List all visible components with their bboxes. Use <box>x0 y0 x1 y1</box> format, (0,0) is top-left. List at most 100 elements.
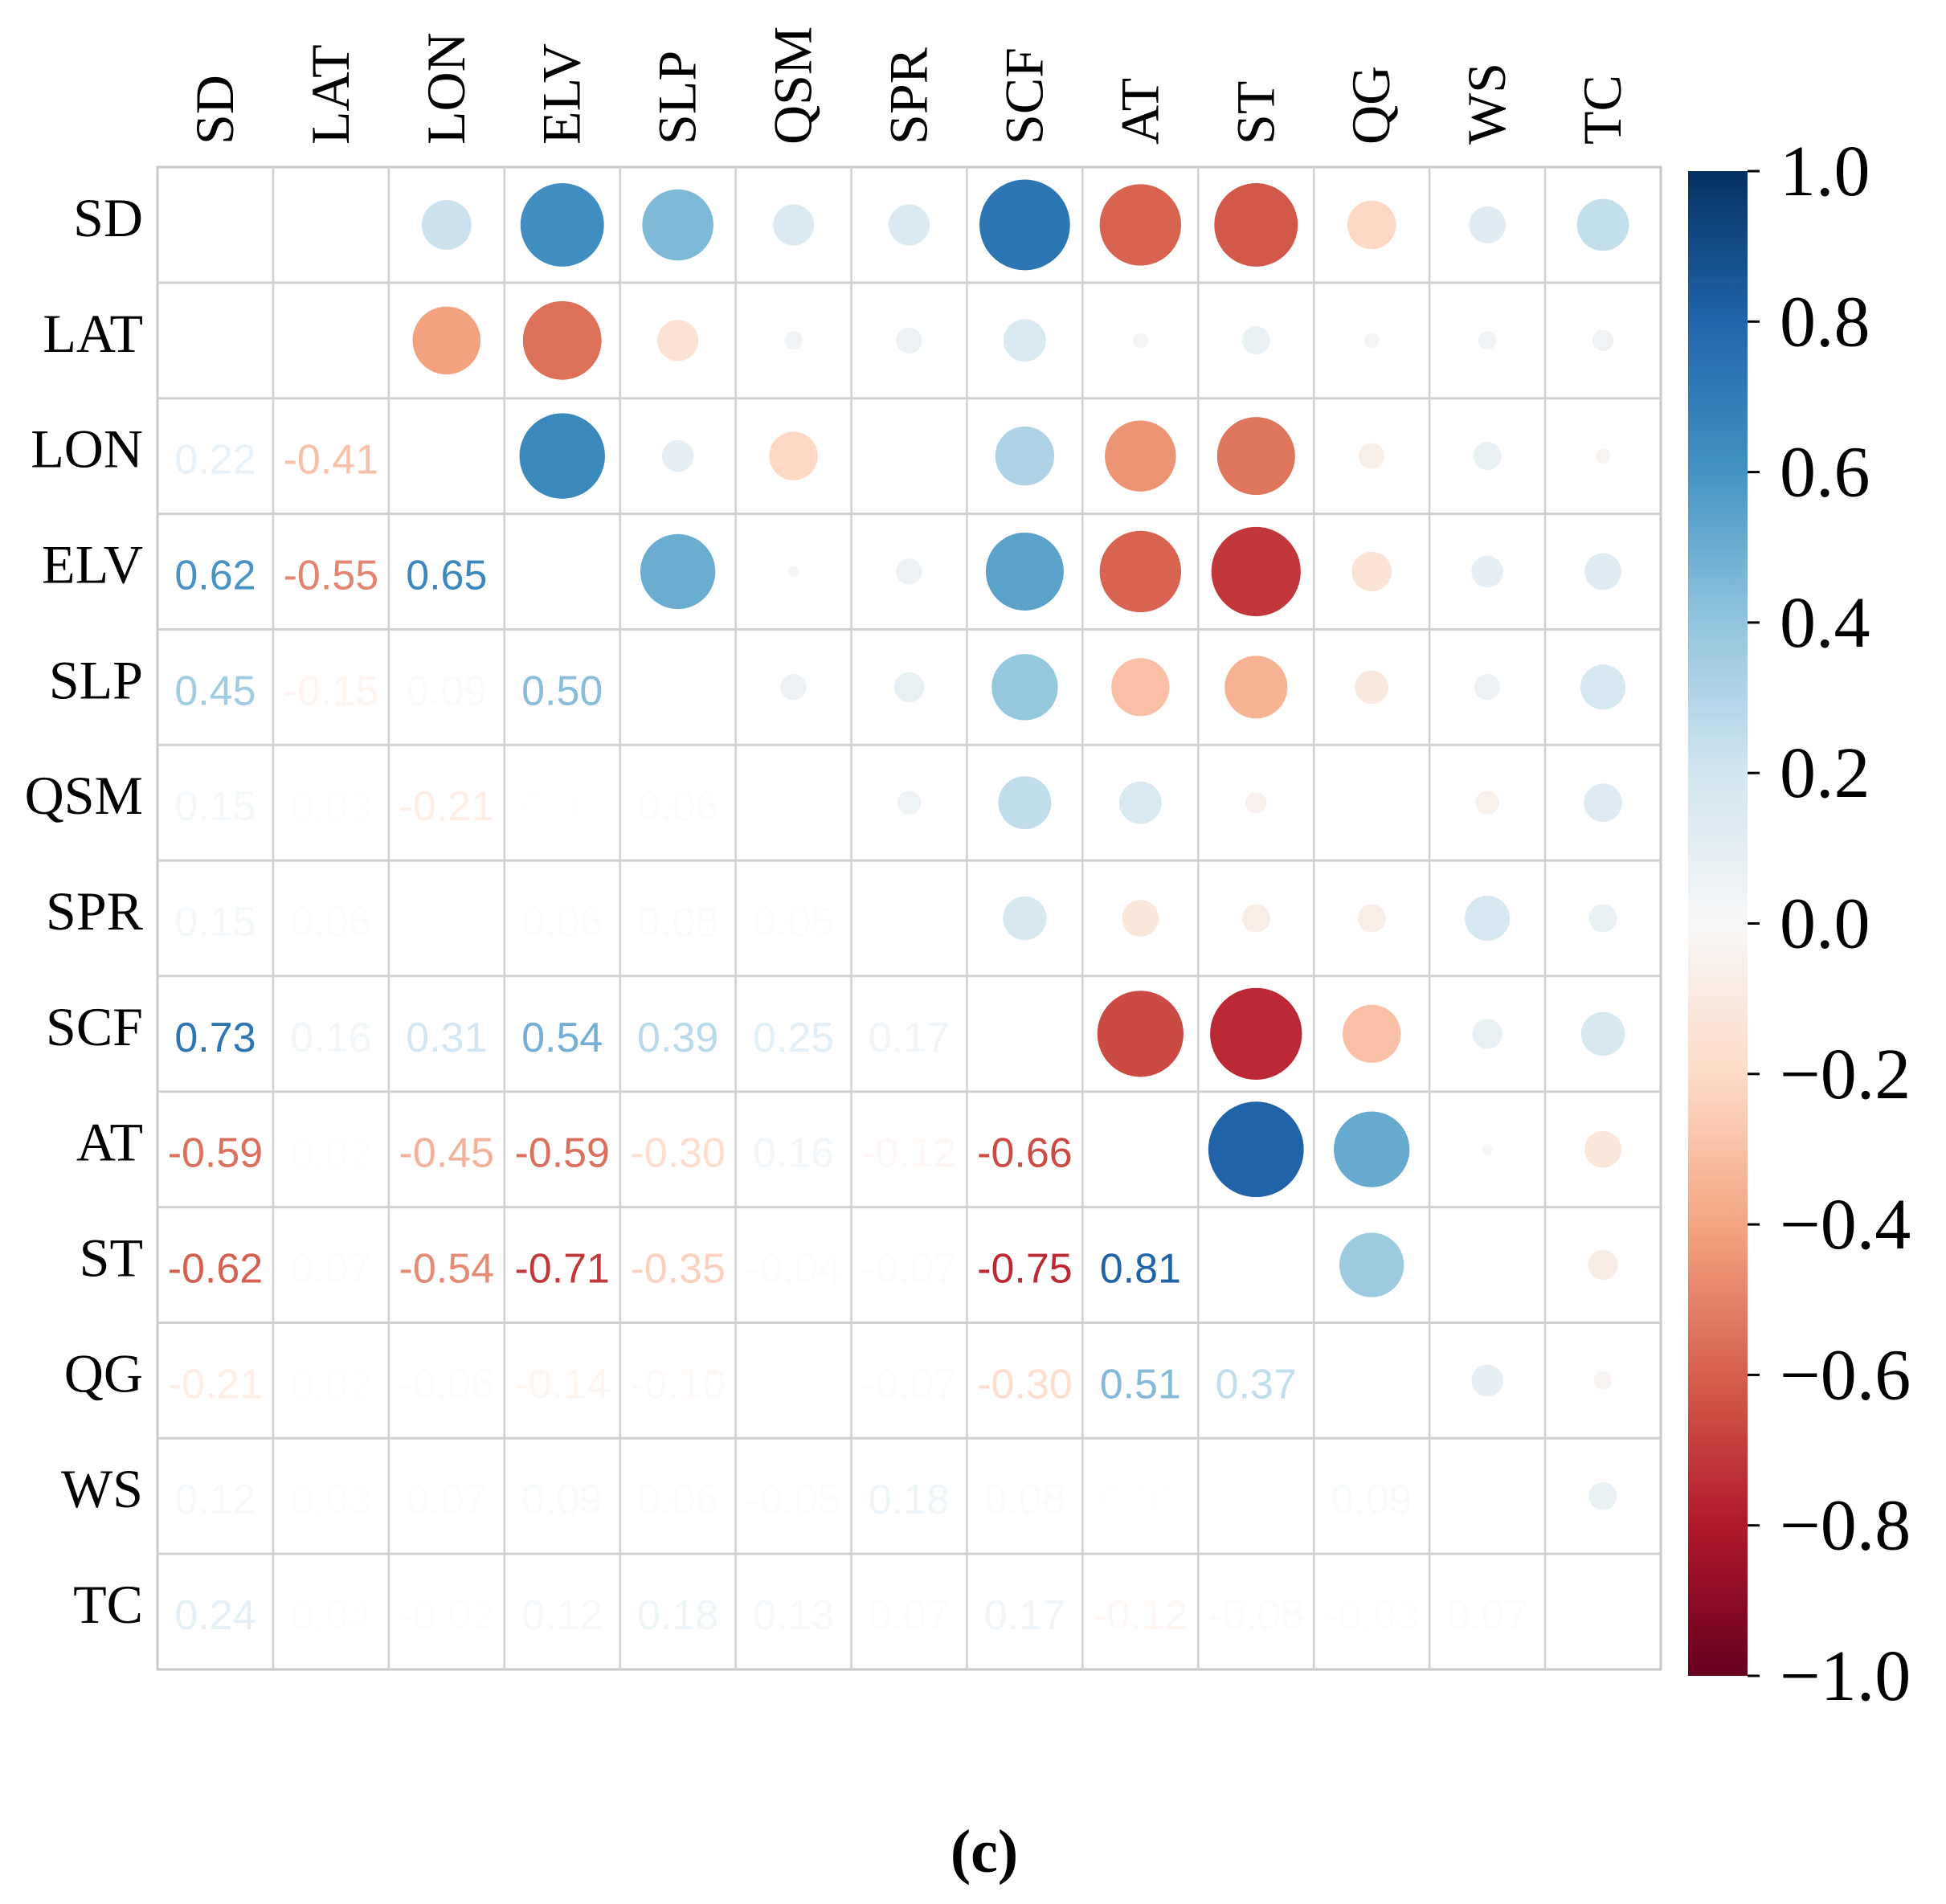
correlation-value-ELV-LAT: -0.55 <box>284 552 379 599</box>
correlation-circle-SD-SPR <box>888 204 930 246</box>
correlation-circle-ELV-QG <box>1351 551 1392 592</box>
correlation-value-AT-SD: -0.59 <box>168 1130 264 1177</box>
correlation-value-TC-LON: -0.02 <box>399 1592 495 1639</box>
correlation-value-AT-LON: -0.45 <box>399 1130 495 1177</box>
correlation-circle-ELV-QSM <box>787 566 799 578</box>
correlation-circle-SCF-QG <box>1343 1004 1401 1063</box>
correlation-value-QG-ELV: -0.14 <box>514 1361 610 1408</box>
correlation-value-ST-LAT: 0.07 <box>290 1246 371 1293</box>
row-label-SCF: SCF <box>46 996 143 1057</box>
correlation-circle-AT-QG <box>1334 1111 1410 1187</box>
correlation-value-WS-SD: 0.12 <box>174 1477 256 1523</box>
colorbar-tick-label: −0.4 <box>1780 1185 1911 1265</box>
correlation-circle-SLP-ST <box>1224 656 1288 719</box>
correlation-value-SPR-SLP: 0.08 <box>637 899 718 946</box>
correlation-value-AT-LAT: 0.02 <box>290 1130 371 1177</box>
colorbar-tick-label: 0.6 <box>1780 433 1870 513</box>
correlation-circle-SLP-AT <box>1111 658 1170 717</box>
correlation-value-SPR-QSM: 0.05 <box>753 899 834 946</box>
correlation-value-QG-AT: 0.51 <box>1100 1361 1181 1408</box>
row-label-SLP: SLP <box>49 649 143 710</box>
row-label-WS: WS <box>61 1458 143 1519</box>
correlation-value-WS-SCF: 0.08 <box>984 1477 1065 1523</box>
correlation-circle-SPR-TC <box>1588 904 1617 933</box>
correlation-circle-LAT-SCF <box>1004 319 1046 362</box>
row-label-SPR: SPR <box>46 880 144 942</box>
column-label-ELV: ELV <box>531 43 592 145</box>
colorbar-tick-label: −0.8 <box>1780 1486 1911 1566</box>
correlation-value-WS-ELV: 0.09 <box>521 1477 603 1523</box>
correlation-circle-AT-TC <box>1584 1130 1621 1168</box>
correlation-value-TC-SCF: 0.17 <box>984 1592 1065 1639</box>
correlation-value-WS-AT: 0.01 <box>1100 1477 1181 1523</box>
correlation-circle-QG-WS <box>1471 1364 1503 1397</box>
correlation-circle-SD-ELV <box>520 182 604 267</box>
correlation-circle-LON-SLP <box>661 439 694 472</box>
correlation-circle-SD-LON <box>421 199 472 250</box>
row-label-TC: TC <box>73 1574 143 1635</box>
correlation-circle-SD-ST <box>1214 182 1298 267</box>
correlation-circle-QSM-AT <box>1118 781 1162 824</box>
correlation-circle-SD-TC <box>1576 198 1629 251</box>
colorbar <box>1688 171 1748 1676</box>
correlation-value-QG-SLP: -0.10 <box>630 1361 726 1408</box>
correlation-circle-LON-SCF <box>995 426 1055 486</box>
correlation-value-QSM-ELV: 0.01 <box>521 783 603 830</box>
correlation-value-SLP-LAT: -0.15 <box>284 668 379 714</box>
row-label-ELV: ELV <box>42 533 143 594</box>
correlation-value-QSM-SD: 0.15 <box>174 783 256 830</box>
correlation-value-QG-SPR: -0.07 <box>861 1361 957 1408</box>
correlation-value-SCF-SD: 0.73 <box>174 1015 256 1061</box>
correlation-circle-SLP-TC <box>1580 664 1626 710</box>
correlation-value-SPR-SD: 0.15 <box>174 899 256 946</box>
correlation-circle-SD-QG <box>1347 200 1396 250</box>
correlation-circle-LON-WS <box>1473 442 1502 471</box>
colorbar-tick-label: −1.0 <box>1780 1636 1911 1716</box>
correlation-value-ST-LON: -0.54 <box>399 1246 495 1293</box>
correlation-circle-SLP-SCF <box>991 654 1058 721</box>
correlation-value-SPR-LAT: 0.06 <box>290 899 371 946</box>
correlation-circle-SPR-AT <box>1122 900 1159 937</box>
correlation-circle-SD-WS <box>1469 206 1506 243</box>
correlation-circle-ELV-TC <box>1584 553 1621 590</box>
correlation-value-ELV-LON: 0.65 <box>406 552 487 599</box>
correlation-circle-ST-QG <box>1339 1232 1404 1297</box>
correlation-value-TC-ST: -0.08 <box>1208 1592 1304 1639</box>
correlation-circle-QSM-SPR <box>897 791 922 815</box>
colorbar-tick-label: 0.2 <box>1780 733 1870 813</box>
correlation-circle-LON-ELV <box>519 413 605 499</box>
row-label-LON: LON <box>31 419 143 480</box>
column-label-ST: ST <box>1224 81 1286 145</box>
correlation-value-SPR-ELV: 0.06 <box>521 899 603 946</box>
correlation-value-AT-SLP: -0.30 <box>630 1130 726 1177</box>
correlation-circle-ELV-SPR <box>896 558 922 585</box>
row-label-LAT: LAT <box>43 303 143 364</box>
correlation-circle-SCF-ST <box>1210 987 1302 1081</box>
correlation-value-SCF-LAT: 0.16 <box>290 1015 371 1061</box>
correlation-value-WS-SLP: 0.06 <box>637 1477 718 1523</box>
correlation-value-WS-LON: 0.07 <box>406 1477 487 1523</box>
correlation-circle-LON-QG <box>1359 443 1385 469</box>
correlation-circle-LAT-WS <box>1478 331 1497 350</box>
column-label-SLP: SLP <box>647 51 708 145</box>
correlation-value-QSM-LAT: 0.03 <box>290 783 371 830</box>
correlation-circle-SD-QSM <box>773 204 815 246</box>
correlation-value-TC-ELV: 0.12 <box>521 1592 603 1639</box>
correlation-value-TC-WS: 0.07 <box>1447 1592 1528 1639</box>
correlation-circle-LAT-ELV <box>522 300 602 380</box>
correlation-value-SCF-ELV: 0.54 <box>521 1015 603 1061</box>
correlation-circle-LAT-SPR <box>896 327 922 353</box>
correlation-circle-SD-SLP <box>642 189 713 261</box>
correlation-value-SLP-ELV: 0.50 <box>521 668 603 714</box>
correlation-circle-ELV-SCF <box>985 532 1064 611</box>
correlation-circle-LON-AT <box>1105 420 1176 492</box>
correlation-value-LON-LAT: -0.41 <box>284 437 379 484</box>
correlation-circle-AT-ST <box>1208 1101 1304 1198</box>
correlation-value-ELV-SD: 0.62 <box>174 552 256 599</box>
correlation-circle-LAT-AT <box>1133 333 1148 349</box>
column-labels: SD LAT LON ELV SLP QSM SPR SCF AT ST QG WS TC <box>184 27 1633 145</box>
matrix-grid <box>156 165 1662 1671</box>
colorbar-tick-label: 1.0 <box>1780 132 1870 211</box>
grid-border <box>156 165 1662 1671</box>
